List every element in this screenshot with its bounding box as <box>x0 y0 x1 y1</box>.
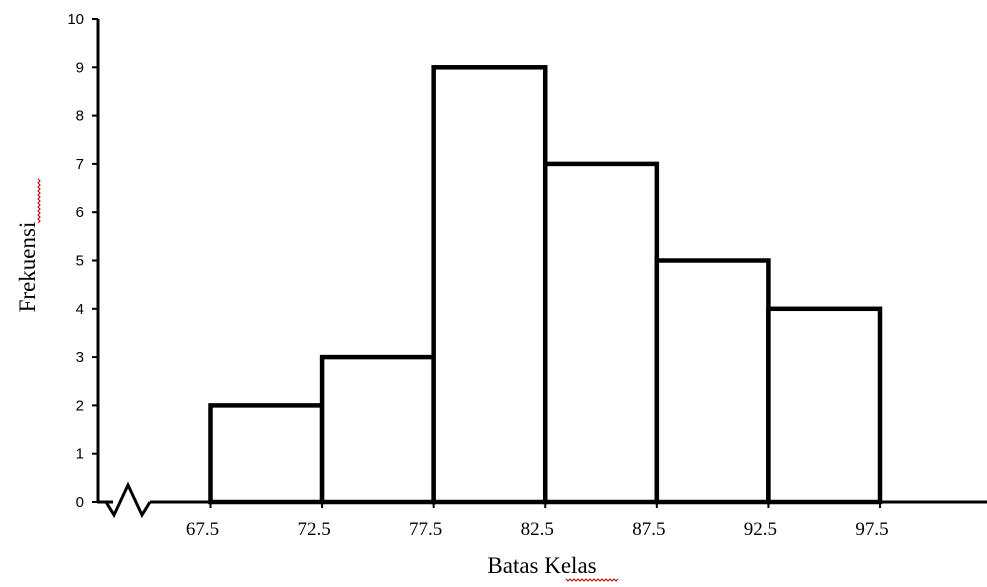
x-tick-label: 87.5 <box>632 519 665 540</box>
x-tick-label: 72.5 <box>297 519 330 540</box>
x-axis-ticks: 67.5 72.5 77.5 82.5 87.5 92.5 97.5 <box>186 502 889 540</box>
y-axis-title: Frekuensi <box>15 222 40 313</box>
histogram-bar-5 <box>654 258 771 505</box>
x-tick-label: 92.5 <box>744 519 777 540</box>
histogram-bar-2 <box>319 354 436 505</box>
histogram-bar-3 <box>431 65 548 505</box>
y-tick-label: 8 <box>76 108 84 125</box>
y-tick-label: 2 <box>76 397 84 414</box>
histogram-bars <box>208 65 883 505</box>
x-axis-title: Batas Kelas <box>487 553 596 578</box>
y-tick-label: 7 <box>76 156 84 173</box>
y-tick-label: 6 <box>76 204 84 221</box>
ylabel-spellcheck-underline <box>37 178 41 224</box>
histogram-bar-6 <box>766 306 883 505</box>
y-tick-label: 10 <box>67 11 84 28</box>
y-tick-label: 1 <box>76 446 84 463</box>
x-tick-label: 97.5 <box>855 519 888 540</box>
y-tick-label: 3 <box>76 349 84 366</box>
y-tick-label: 4 <box>76 301 84 318</box>
x-tick-label: 77.5 <box>409 519 442 540</box>
histogram-bar-1 <box>208 403 325 505</box>
histogram-bar-4 <box>543 161 660 505</box>
x-axis-break-zigzag <box>104 481 152 519</box>
x-tick-label: 82.5 <box>521 519 554 540</box>
xlabel-spellcheck-underline <box>565 578 619 582</box>
x-tick-label: 67.5 <box>186 519 219 540</box>
y-tick-label: 5 <box>76 253 84 270</box>
y-axis-ticks: 0 1 2 3 4 5 6 7 8 9 10 <box>67 11 98 511</box>
y-tick-label: 9 <box>76 59 84 76</box>
y-tick-label: 0 <box>76 494 84 511</box>
